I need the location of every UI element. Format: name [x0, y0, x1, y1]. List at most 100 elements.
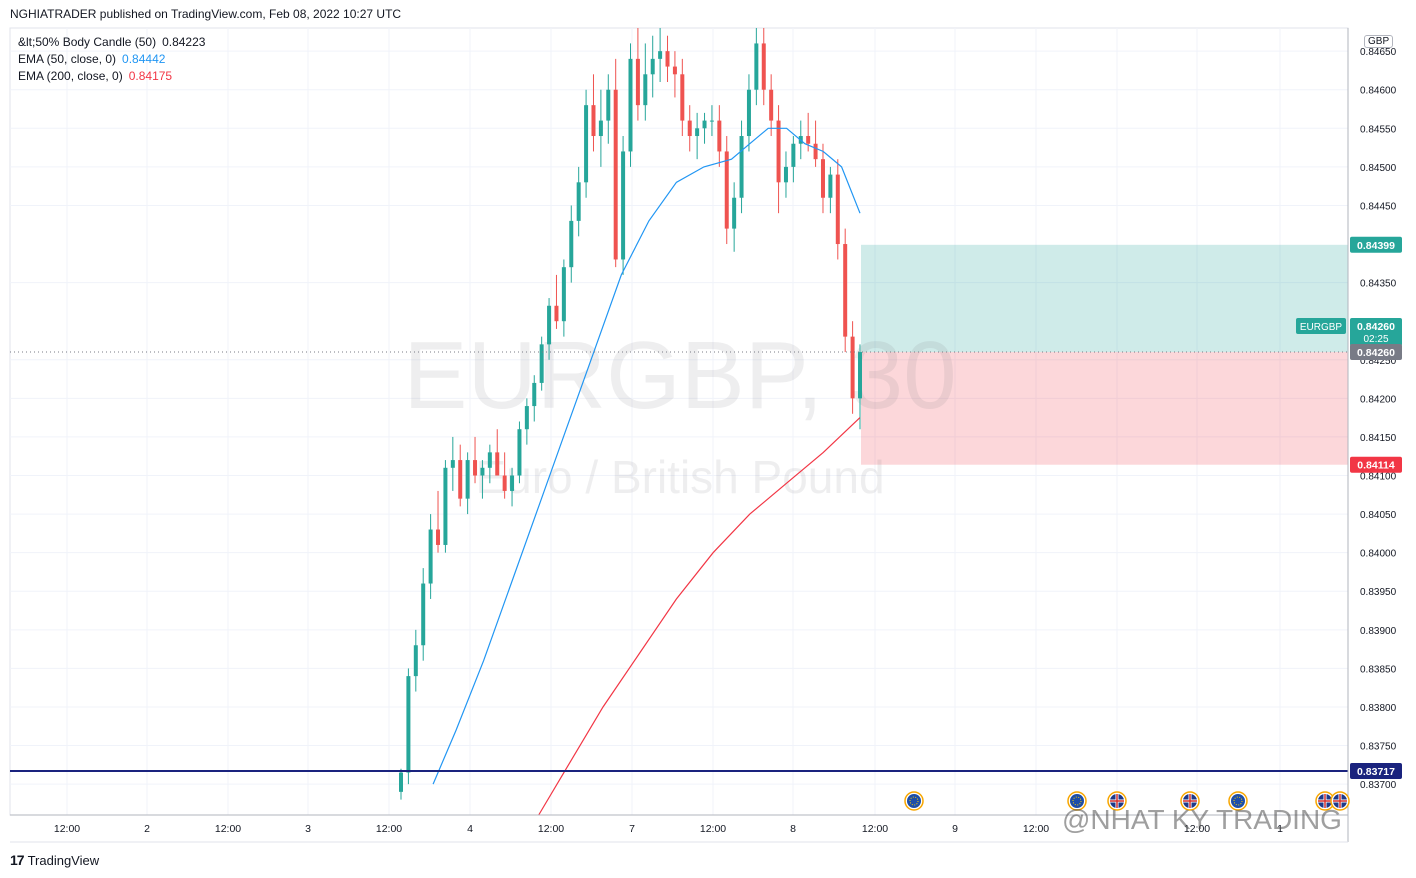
candle-body	[450, 460, 455, 468]
eu-flag-fill	[1070, 794, 1084, 808]
target-price-tag-bg	[1350, 236, 1402, 253]
entry-price-tag: 0.84260	[1357, 347, 1395, 359]
legend-row-body-candle[interactable]: &lt;50% Body Candle (50) 0.84223	[18, 34, 205, 51]
candle-body	[598, 120, 603, 137]
price-tick-label: 0.84650	[1360, 47, 1397, 58]
indicator-legend: &lt;50% Body Candle (50) 0.84223 EMA (50,…	[18, 34, 205, 85]
candle-body	[621, 151, 626, 260]
candle-body	[820, 159, 825, 198]
legend-row-ema200[interactable]: EMA (200, close, 0) 0.84175	[18, 68, 205, 85]
candle-body	[547, 305, 552, 345]
candle-body	[554, 305, 559, 322]
last-price-tag: 0.84260	[1357, 321, 1395, 333]
candle-body	[702, 120, 707, 129]
uk-flag-event-icon[interactable]	[1180, 791, 1200, 811]
candle-body	[584, 105, 589, 183]
price-tick-label: 0.84250	[1360, 356, 1397, 367]
time-tick-label: 12:00	[700, 823, 726, 835]
price-tick-label: 0.84600	[1360, 86, 1397, 97]
time-tick-label: 12:00	[215, 823, 241, 835]
uk-flag-event-icon[interactable]	[1107, 791, 1127, 811]
legend-value: 0.84442	[122, 52, 166, 66]
symbol-watermark: EURGBP, 30 Euro / British Pound	[403, 322, 956, 503]
price-tick-label: 0.84000	[1360, 549, 1397, 560]
candle-body	[769, 89, 774, 121]
time-tick-label: 12:00	[1184, 823, 1210, 835]
candle-body	[850, 336, 855, 399]
candle-body	[421, 583, 426, 646]
stop-zone[interactable]	[861, 352, 1348, 465]
candle-body	[746, 89, 751, 137]
symbol-tag-bg	[1296, 318, 1346, 335]
chart-grid	[9, 27, 1349, 816]
target-price-tag: 0.84399	[1357, 240, 1395, 252]
price-tick-label: 0.83800	[1360, 703, 1397, 714]
price-tick-label: 0.84200	[1360, 394, 1397, 405]
time-tick-label: 7	[629, 823, 635, 835]
candle-body	[813, 143, 818, 160]
candle-body	[835, 174, 840, 245]
time-tick-label: 4	[467, 823, 473, 835]
ema200-line	[538, 417, 861, 816]
uk-flag-event-icon[interactable]	[1330, 791, 1350, 811]
candle-body	[480, 467, 485, 476]
candle-body	[754, 43, 759, 90]
watermark-description: Euro / British Pound	[475, 451, 884, 503]
tradingview-footer[interactable]: 17 TradingView	[10, 852, 99, 868]
eu-flag-fill	[907, 794, 921, 808]
stop-price-tag-bg	[1350, 456, 1402, 473]
eu-flag-event-icon[interactable]	[1228, 791, 1248, 811]
price-axis[interactable]: 0.84650 0.84600 0.84550 0.84500 0.84450 0.843…	[1347, 28, 1397, 842]
price-tick-label: 0.83850	[1360, 664, 1397, 675]
candle-body	[495, 452, 500, 476]
legend-row-ema50[interactable]: EMA (50, close, 0) 0.84442	[18, 51, 205, 68]
candle-body	[502, 475, 507, 491]
candle-body	[858, 352, 862, 399]
candle-body	[436, 529, 441, 545]
candle-body	[680, 74, 685, 121]
candle-body	[576, 182, 581, 221]
countdown-tag: 02:25	[1363, 334, 1388, 345]
candle-body	[665, 51, 670, 67]
legend-label: EMA (200, close, 0)	[18, 69, 123, 83]
candle-body	[643, 74, 648, 106]
currency-badge[interactable]: GBP	[1364, 35, 1394, 48]
candle-body	[717, 120, 722, 152]
time-tick-label: 3	[305, 823, 311, 835]
uk-flag-event-icon[interactable]	[1315, 791, 1335, 811]
eu-flag-fill	[1231, 794, 1245, 808]
price-tick-label: 0.83950	[1360, 587, 1397, 598]
candle-body	[458, 460, 463, 499]
candle-body	[539, 344, 544, 383]
price-tick-label: 0.83900	[1360, 626, 1397, 637]
candle-body	[783, 166, 788, 183]
candle-body	[806, 136, 811, 144]
entry-price-tag-bg	[1350, 344, 1402, 361]
time-tick-label: 9	[952, 823, 958, 835]
support-price-tag-bg	[1350, 763, 1402, 780]
eu-flag-event-icon[interactable]	[904, 791, 924, 811]
candle-body	[591, 105, 596, 137]
time-tick-label: 8	[790, 823, 796, 835]
target-zone[interactable]	[861, 244, 1348, 353]
candle-body	[465, 460, 470, 499]
eu-flag-event-icon[interactable]	[1067, 791, 1087, 811]
price-tick-label: 0.84100	[1360, 472, 1397, 483]
time-tick-label: 12:00	[538, 823, 564, 835]
symbol-tag: EURGBP	[1300, 322, 1343, 333]
time-tick-label: 12:00	[862, 823, 888, 835]
stop-price-tag: 0.84114	[1357, 460, 1395, 472]
last-price-tag-bg	[1350, 318, 1402, 347]
candle-body	[672, 66, 677, 75]
time-axis[interactable]: 12:00 2 12:00 3 12:00 4 12:00 7 12:00 8 12:00 9 12:0…	[10, 814, 1348, 843]
economic-events[interactable]	[904, 791, 1350, 811]
price-tick-label: 0.84150	[1360, 433, 1397, 444]
watermark-symbol: EURGBP, 30	[403, 322, 956, 429]
legend-label: EMA (50, close, 0)	[18, 52, 117, 66]
candle-body	[399, 772, 403, 792]
candle-body	[517, 429, 522, 476]
candle-body	[510, 475, 515, 491]
candle-body	[473, 460, 478, 476]
price-tick-label: 0.84450	[1360, 201, 1397, 212]
